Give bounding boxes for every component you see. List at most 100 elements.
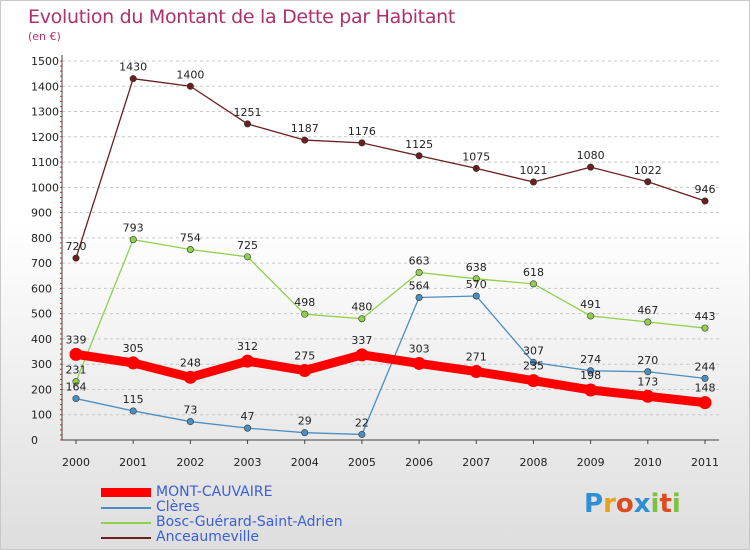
data-point bbox=[129, 407, 137, 415]
data-point bbox=[529, 280, 537, 288]
data-point bbox=[301, 429, 309, 437]
data-point bbox=[298, 364, 312, 378]
data-point bbox=[698, 396, 712, 410]
y-tick-label: 100 bbox=[31, 409, 52, 422]
data-label: 570 bbox=[466, 278, 487, 291]
x-tick-label: 2004 bbox=[291, 456, 319, 469]
data-labels: 720 1430 1400 1251 1187 1176 1125 1075 1021 1080 1… bbox=[66, 61, 716, 430]
data-point bbox=[641, 389, 655, 403]
x-tick-label: 2006 bbox=[405, 456, 433, 469]
data-point bbox=[244, 253, 252, 261]
data-point bbox=[244, 424, 252, 432]
data-point bbox=[358, 315, 366, 323]
series-line bbox=[75, 78, 706, 259]
data-label: 1080 bbox=[577, 149, 605, 162]
data-point bbox=[358, 139, 366, 147]
data-label: 173 bbox=[637, 375, 658, 388]
y-tick-label: 800 bbox=[31, 232, 52, 245]
y-tick-label: 0 bbox=[31, 434, 38, 447]
x-tick-label: 2010 bbox=[634, 456, 662, 469]
tick-labels: 0 100 200 300 400 500 600 700 800 900 1000 1100 1200… bbox=[31, 55, 719, 469]
data-label: 467 bbox=[637, 304, 658, 317]
data-label: 498 bbox=[294, 296, 315, 309]
data-point bbox=[126, 356, 140, 370]
series-points bbox=[69, 75, 712, 438]
y-tick-label: 1000 bbox=[31, 181, 59, 194]
data-label: 164 bbox=[66, 381, 87, 394]
data-point bbox=[701, 197, 709, 205]
proxiti-logo: Proxiti bbox=[584, 489, 681, 519]
axes bbox=[60, 55, 719, 444]
data-label: 248 bbox=[180, 356, 201, 369]
data-label: 312 bbox=[237, 340, 258, 353]
x-tick-label: 2007 bbox=[462, 456, 490, 469]
data-point bbox=[301, 136, 309, 144]
data-point bbox=[587, 312, 595, 320]
data-point bbox=[701, 374, 709, 382]
data-point bbox=[355, 348, 369, 362]
data-label: 793 bbox=[123, 222, 144, 235]
data-label: 720 bbox=[66, 240, 87, 253]
data-label: 1021 bbox=[519, 164, 547, 177]
chart-unit-label: (en €) bbox=[28, 30, 61, 43]
logo-letter: x bbox=[633, 489, 651, 519]
data-point bbox=[469, 365, 483, 379]
series-line bbox=[75, 295, 706, 436]
data-point bbox=[584, 383, 598, 397]
data-point bbox=[644, 368, 652, 376]
y-tick-label: 1100 bbox=[31, 156, 59, 169]
data-label: 1075 bbox=[462, 150, 490, 163]
data-label: 271 bbox=[466, 351, 487, 364]
data-label: 491 bbox=[580, 298, 601, 311]
data-label: 1125 bbox=[405, 138, 433, 151]
data-label: 638 bbox=[466, 261, 487, 274]
data-label: 231 bbox=[66, 364, 87, 377]
legend-label: Bosc-Guérard-Saint-Adrien bbox=[156, 514, 343, 530]
y-tick-label: 600 bbox=[31, 282, 52, 295]
chart-title: Evolution du Montant de la Dette par Hab… bbox=[28, 6, 456, 28]
data-point bbox=[587, 367, 595, 375]
y-tick-label: 1200 bbox=[31, 131, 59, 144]
data-label: 148 bbox=[695, 382, 716, 395]
y-tick-label: 1500 bbox=[31, 55, 59, 68]
data-point bbox=[415, 268, 423, 276]
x-tick-label: 2003 bbox=[234, 456, 262, 469]
legend-swatch bbox=[101, 522, 151, 524]
data-label: 244 bbox=[695, 360, 716, 373]
data-point bbox=[241, 354, 255, 368]
data-point bbox=[69, 347, 83, 361]
data-label: 305 bbox=[123, 342, 144, 355]
logo-letter: i bbox=[650, 489, 660, 519]
x-tick-label: 2005 bbox=[348, 456, 376, 469]
x-tick-label: 2002 bbox=[176, 456, 204, 469]
data-label: 754 bbox=[180, 231, 201, 244]
data-label: 339 bbox=[66, 333, 87, 346]
logo-letter: t bbox=[659, 489, 672, 519]
data-point bbox=[701, 324, 709, 332]
data-point bbox=[301, 310, 309, 318]
series-line bbox=[71, 349, 710, 408]
data-label: 29 bbox=[298, 415, 312, 428]
data-label: 1400 bbox=[176, 68, 204, 81]
data-label: 1176 bbox=[348, 125, 376, 138]
x-tick-label: 2009 bbox=[577, 456, 605, 469]
legend-swatch bbox=[101, 507, 151, 509]
data-point bbox=[472, 292, 480, 300]
legend-swatch bbox=[101, 537, 151, 539]
data-point bbox=[526, 374, 540, 388]
data-label: 1430 bbox=[119, 61, 147, 74]
data-label: 275 bbox=[294, 350, 315, 363]
data-label: 235 bbox=[523, 360, 544, 373]
logo-letter: P bbox=[584, 489, 604, 519]
data-label: 618 bbox=[523, 266, 544, 279]
y-tick-label: 900 bbox=[31, 207, 52, 220]
legend-label: Clères bbox=[156, 499, 200, 515]
y-tick-label: 200 bbox=[31, 383, 52, 396]
x-tick-label: 2008 bbox=[519, 456, 547, 469]
data-label: 564 bbox=[409, 279, 430, 292]
data-label: 274 bbox=[580, 353, 601, 366]
data-point bbox=[412, 356, 426, 370]
x-tick-label: 2001 bbox=[119, 456, 147, 469]
